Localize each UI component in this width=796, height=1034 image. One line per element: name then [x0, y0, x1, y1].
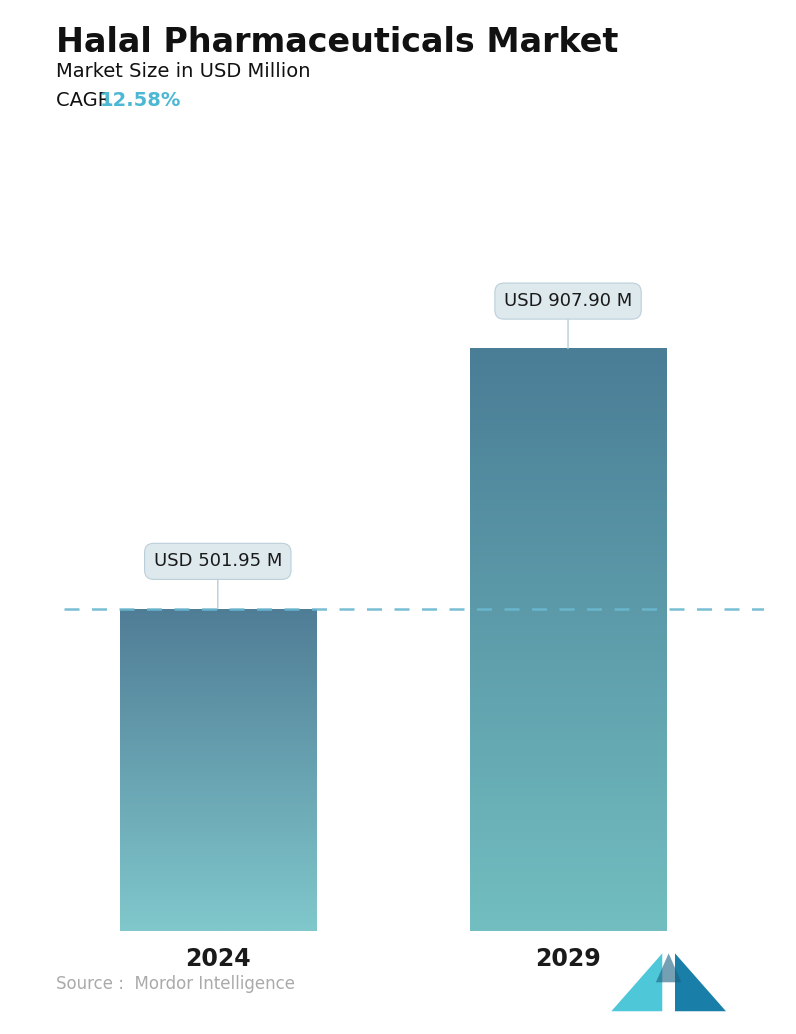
Text: Market Size in USD Million: Market Size in USD Million: [56, 62, 310, 81]
Text: CAGR: CAGR: [56, 91, 123, 110]
Polygon shape: [611, 953, 662, 1011]
Text: USD 501.95 M: USD 501.95 M: [154, 552, 282, 609]
Text: 12.58%: 12.58%: [100, 91, 181, 110]
Text: USD 907.90 M: USD 907.90 M: [504, 292, 632, 348]
Text: Halal Pharmaceuticals Market: Halal Pharmaceuticals Market: [56, 26, 618, 59]
Polygon shape: [656, 953, 681, 982]
Polygon shape: [675, 953, 726, 1011]
Text: Source :  Mordor Intelligence: Source : Mordor Intelligence: [56, 975, 295, 994]
